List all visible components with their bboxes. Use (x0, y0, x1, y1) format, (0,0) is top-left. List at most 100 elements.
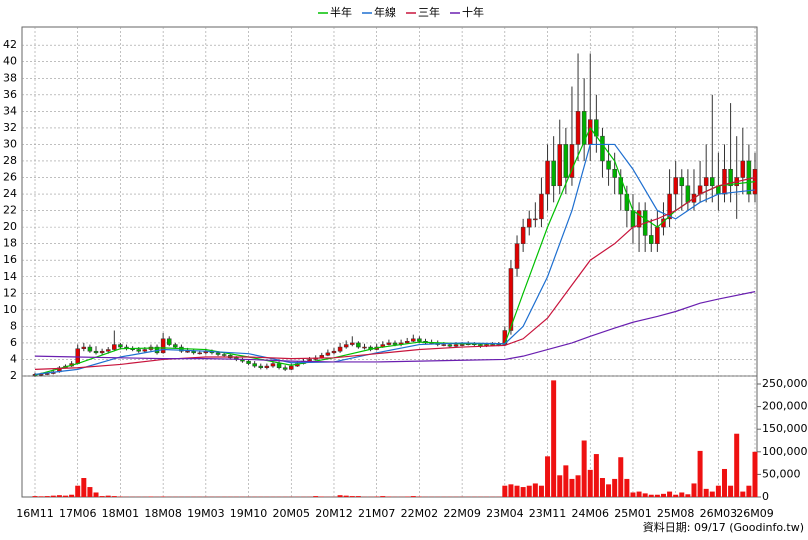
candle-body (417, 338, 422, 342)
x-tick-label: 24M06 (572, 507, 610, 520)
y-tick-label: 42 (3, 38, 17, 51)
candle-body (679, 177, 685, 187)
volume-bar (728, 485, 734, 497)
volume-bar (551, 380, 557, 497)
candle-body (270, 363, 276, 367)
candle-body (636, 210, 642, 228)
volume-bar (343, 495, 349, 497)
candle-body (710, 177, 715, 187)
volume-bar (520, 487, 526, 497)
x-tick-label: 26M03 (700, 507, 738, 520)
candle-body (38, 374, 44, 376)
candle-body (649, 235, 654, 244)
candle-body (581, 111, 587, 145)
volume-tick-label: 50,000 (762, 467, 801, 480)
x-tick-label: 20M05 (273, 507, 311, 520)
volume-bar (557, 475, 563, 497)
y-tick-label: 30 (3, 137, 17, 150)
x-tick-label: 21M07 (358, 507, 396, 520)
candle-body (81, 346, 87, 349)
volume-bar (606, 484, 612, 497)
candle-body (191, 350, 196, 354)
x-tick-label: 23M11 (529, 507, 567, 520)
candle-body (105, 349, 111, 352)
volume-bar (532, 483, 538, 497)
volume-bar (660, 493, 666, 497)
volume-tick-label: 150,000 (762, 422, 808, 435)
y-tick-label: 32 (3, 121, 17, 134)
y-tick-label: 18 (3, 237, 17, 250)
x-tick-label: 20M12 (315, 507, 353, 520)
volume-bar (593, 454, 599, 497)
candle-body (545, 160, 550, 195)
candle-body (667, 193, 672, 220)
candle-body (520, 226, 526, 244)
volume-bar (587, 469, 593, 497)
y-tick-label: 40 (3, 55, 17, 68)
x-tick-label: 17M06 (59, 507, 97, 520)
x-tick-label: 25M08 (657, 507, 695, 520)
candle-body (325, 352, 331, 356)
candle-body (539, 193, 544, 220)
y-tick-label: 26 (3, 171, 17, 184)
y-tick-label: 22 (3, 204, 17, 217)
y-tick-label: 2 (10, 369, 17, 382)
candle-body (508, 268, 514, 331)
volume-bar (752, 451, 758, 497)
candle-body (118, 344, 123, 348)
candle-body (404, 341, 410, 344)
volume-bar (581, 440, 587, 497)
candle-body (411, 338, 416, 342)
volume-bar (63, 495, 69, 497)
candle-body (185, 350, 190, 353)
candle-body (703, 177, 709, 187)
volume-bar (624, 478, 630, 497)
x-tick-label: 26M09 (736, 507, 774, 520)
x-tick-label: 22M09 (443, 507, 481, 520)
candle-body (441, 344, 447, 346)
candle-body (612, 168, 617, 178)
y-tick-label: 10 (3, 303, 17, 316)
y-tick-label: 14 (3, 270, 17, 283)
legend-label: 三年 (418, 5, 440, 19)
x-tick-label: 16M11 (16, 507, 54, 520)
legend-label: 十年 (462, 5, 484, 19)
candle-body (252, 363, 257, 367)
volume-bar (87, 487, 93, 497)
y-tick-label: 4 (10, 352, 17, 365)
candle-body (575, 111, 581, 145)
candle-body (112, 344, 117, 350)
y-tick-label: 34 (3, 104, 17, 117)
volume-bar (697, 450, 703, 497)
candle-body (87, 346, 93, 352)
volume-bar (721, 468, 727, 497)
volume-tick-label: 0 (762, 490, 769, 503)
source: 資料日期: 09/17 (Goodinfo.tw) (643, 520, 804, 534)
candle-body (459, 344, 465, 346)
candle-body (722, 168, 727, 195)
volume-frame (21, 375, 758, 498)
candle-body (246, 360, 251, 364)
candle-body (197, 352, 202, 355)
volume-bar (654, 494, 660, 497)
volume-bar (630, 492, 636, 497)
volume-bar (709, 491, 715, 497)
volume-bar (502, 485, 508, 497)
legend-label: 年線 (374, 5, 396, 19)
volume-bar (599, 478, 605, 497)
y-tick-label: 24 (3, 187, 17, 200)
ma-line (34, 176, 756, 370)
volume-bar (355, 496, 361, 497)
candle-body (136, 349, 141, 352)
volume-bar (32, 496, 38, 497)
volume-bar (75, 485, 81, 497)
volume-tick-label: 250,000 (762, 377, 808, 390)
volume-bar (69, 494, 75, 497)
candle-body (746, 160, 752, 195)
volume-bar (715, 485, 721, 497)
volume-bar (56, 495, 62, 497)
volume-tick-label: 200,000 (762, 400, 808, 413)
candle-body (557, 144, 562, 187)
volume-bar (99, 496, 105, 497)
